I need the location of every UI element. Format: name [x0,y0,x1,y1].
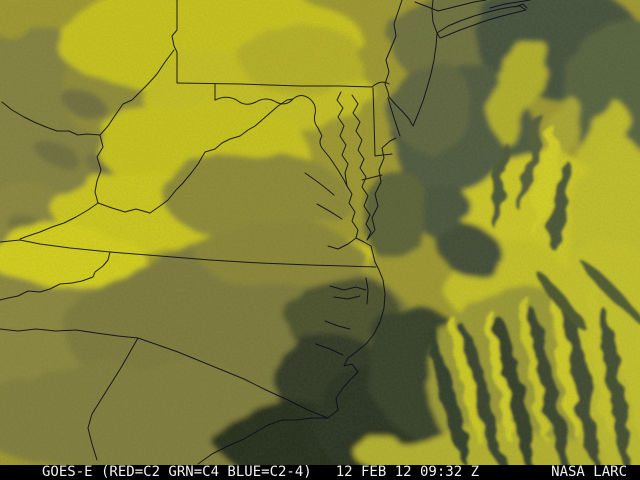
state-boundary-wv-va [97,98,294,214]
state-boundary-pennsylvania-west [171,0,178,84]
chesapeake-bay-east-shore [351,94,372,241]
state-boundary-tn-nc [0,251,111,301]
satellite-composite-image [0,0,640,465]
caption-bar: GOES-E (RED=C2 GRN=C4 BLUE=C2-4) 12 FEB … [0,465,640,480]
chesapeake-bay-west-shore [336,91,372,247]
state-boundaries-overlay [0,0,531,465]
state-boundary-va-nc [109,251,377,268]
connecticut-coastline [414,0,531,12]
light-grain-overlay [0,0,640,465]
hudson-river [431,0,438,34]
long-island-outline [436,3,528,39]
state-boundary-nc-sc [0,328,329,419]
state-boundary-ky-va [19,202,99,240]
pamlico-neuse-rivers [315,320,351,356]
state-boundary-mason-dixon [176,82,373,88]
james-river-hampton-roads [327,237,357,250]
state-boundary-va-tn [0,239,111,253]
sc-coastline [197,417,329,465]
state-boundary-sc-ga [87,337,139,461]
rappahannock-river [304,172,335,196]
outer-banks-coastline [355,245,386,353]
delaware-river-nj-border [384,0,403,98]
albemarle-sound [329,277,369,305]
nj-atlantic-coast [412,32,438,127]
nc-coastline-cape-fear [327,351,359,419]
caption-datetime: 12 FEB 12 09:32 Z [335,464,480,480]
big-sandy-border [94,134,104,204]
caption-credit: NASA LARC [551,464,627,480]
delmarva-md-va-line [361,174,383,181]
delmarva-atlantic-coast [366,137,397,241]
potomac-river-border [214,95,348,187]
york-river [316,203,343,220]
delaware-bay [387,96,414,137]
caption-product-label: GOES-E (RED=C2 GRN=C4 BLUE=C2-4) [42,464,312,480]
